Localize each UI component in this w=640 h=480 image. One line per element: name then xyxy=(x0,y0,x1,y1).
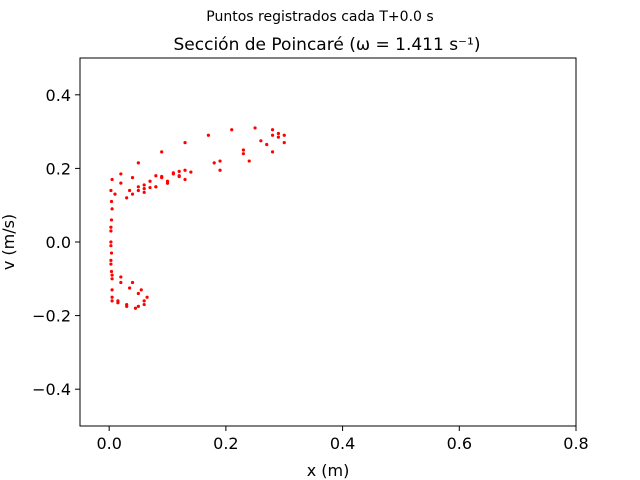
data-point xyxy=(276,131,280,136)
data-point xyxy=(247,159,251,163)
data-point xyxy=(276,135,280,139)
x-axis-ticks: 0.0 0.2 0.4 0.6 0.8 xyxy=(96,426,589,453)
data-point xyxy=(270,128,275,132)
x-axis-label: x (m) xyxy=(307,461,350,480)
data-point xyxy=(206,133,210,137)
data-point xyxy=(110,273,114,277)
data-point xyxy=(282,141,286,145)
data-point xyxy=(259,139,263,143)
data-point xyxy=(218,168,222,172)
data-point xyxy=(128,188,132,193)
data-point xyxy=(218,159,222,163)
data-point xyxy=(119,280,123,285)
data-point xyxy=(265,142,269,147)
data-point xyxy=(110,177,114,182)
data-point xyxy=(109,262,113,266)
data-point xyxy=(110,299,114,303)
chart-suptitle: Puntos registrados cada T+0.0 s xyxy=(206,9,433,25)
data-point xyxy=(136,161,140,165)
data-point xyxy=(109,244,113,248)
data-point xyxy=(109,240,113,244)
data-point xyxy=(171,172,175,176)
data-point xyxy=(241,152,245,156)
data-point xyxy=(109,225,113,229)
data-point xyxy=(125,196,129,200)
data-point xyxy=(142,299,146,303)
y-tick-label: 0.2 xyxy=(46,159,71,178)
x-tick-label: 0.8 xyxy=(563,434,588,453)
data-point xyxy=(154,174,158,178)
data-point xyxy=(148,179,152,183)
data-point xyxy=(110,277,114,281)
data-point xyxy=(136,304,140,308)
y-axis-label: v (m/s) xyxy=(0,214,18,270)
data-point xyxy=(160,174,164,179)
x-tick-label: 0.6 xyxy=(447,434,472,453)
data-point xyxy=(119,172,123,176)
data-point xyxy=(109,199,114,204)
data-point xyxy=(109,218,114,222)
y-axis-ticks: −0.4 −0.2 0.0 0.2 0.4 xyxy=(32,86,80,399)
data-point xyxy=(177,169,181,173)
data-point xyxy=(165,181,170,185)
data-point xyxy=(109,269,114,274)
data-point xyxy=(189,170,193,174)
data-point xyxy=(130,176,135,180)
data-point xyxy=(183,141,187,145)
y-tick-label: −0.2 xyxy=(32,307,71,326)
chart-title: Sección de Poincaré (ω = 1.411 s⁻¹) xyxy=(174,35,481,55)
data-point xyxy=(142,302,146,307)
x-tick-label: 0.2 xyxy=(213,434,238,453)
data-point xyxy=(110,295,114,299)
data-point xyxy=(109,188,113,193)
data-point xyxy=(130,192,135,196)
data-point xyxy=(148,185,152,190)
data-point xyxy=(139,288,143,292)
data-point xyxy=(241,148,245,152)
data-point xyxy=(212,161,216,165)
y-tick-label: −0.4 xyxy=(32,380,71,399)
data-point xyxy=(109,251,114,255)
data-point xyxy=(253,126,257,130)
data-point xyxy=(183,177,187,182)
y-tick-label: 0.0 xyxy=(46,233,71,252)
data-point xyxy=(128,286,132,290)
data-point xyxy=(130,280,135,285)
data-point xyxy=(110,207,114,211)
data-point xyxy=(113,192,117,196)
data-point xyxy=(145,295,149,299)
data-point xyxy=(136,185,140,189)
x-tick-label: 0.0 xyxy=(96,434,121,453)
plot-frame xyxy=(79,57,577,427)
data-points xyxy=(109,126,286,310)
data-point xyxy=(270,133,275,137)
data-point xyxy=(136,188,140,193)
data-point xyxy=(110,288,114,292)
data-point xyxy=(230,128,234,132)
data-point xyxy=(282,133,286,137)
data-point xyxy=(109,229,113,233)
data-point xyxy=(119,275,123,279)
data-point xyxy=(142,187,146,191)
data-point xyxy=(270,150,275,154)
data-point xyxy=(183,168,187,172)
data-point xyxy=(136,291,140,296)
data-point xyxy=(109,258,113,262)
data-point xyxy=(119,181,123,185)
data-point xyxy=(142,183,146,187)
data-point xyxy=(177,174,181,179)
data-point xyxy=(160,150,164,154)
data-point xyxy=(133,306,138,310)
data-point xyxy=(116,299,120,303)
y-tick-label: 0.4 xyxy=(46,86,71,105)
data-point xyxy=(154,185,158,189)
data-point xyxy=(125,302,129,307)
data-point xyxy=(142,190,146,194)
x-tick-label: 0.4 xyxy=(330,434,355,453)
